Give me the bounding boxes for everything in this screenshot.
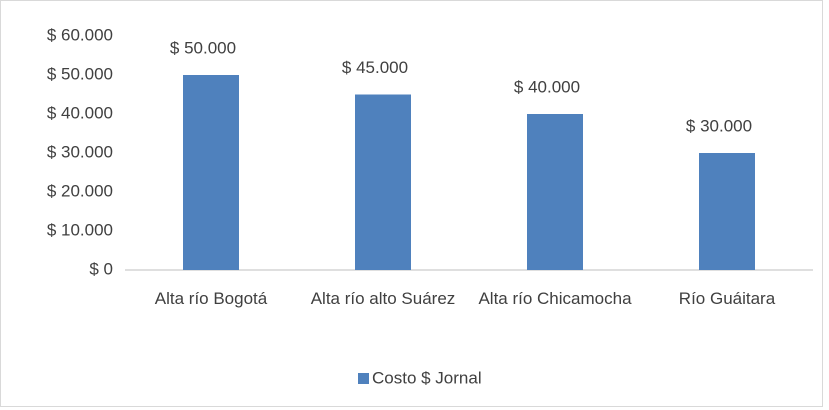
bar [355, 94, 411, 270]
legend-swatch [358, 373, 369, 384]
y-tick-label: $ 20.000 [47, 181, 113, 200]
y-tick-label: $ 40.000 [47, 103, 113, 122]
data-label: $ 45.000 [342, 58, 408, 77]
x-tick-label: Alta río alto Suárez [310, 289, 456, 308]
bar [699, 153, 755, 270]
data-label: $ 50.000 [170, 38, 236, 57]
x-tick-label: Alta río Bogotá [154, 289, 268, 308]
bar [527, 114, 583, 270]
legend-label: Costo $ Jornal [372, 368, 482, 387]
x-tick-label: Río Guáitara [678, 289, 776, 308]
y-tick-label: $ 60.000 [47, 25, 113, 44]
data-label: $ 40.000 [514, 77, 580, 96]
y-tick-label: $ 10.000 [47, 220, 113, 239]
y-tick-label: $ 50.000 [47, 64, 113, 83]
y-tick-label: $ 0 [89, 259, 113, 278]
data-label: $ 30.000 [686, 116, 752, 135]
bar [183, 75, 239, 270]
x-tick-label: Alta río Chicamocha [478, 289, 632, 308]
y-tick-label: $ 30.000 [47, 142, 113, 161]
